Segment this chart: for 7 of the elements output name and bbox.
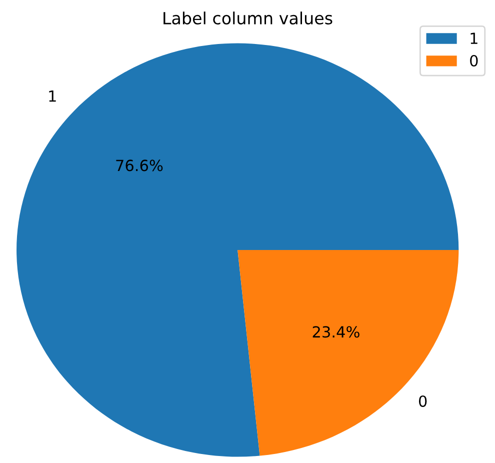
legend-label: 0 bbox=[470, 54, 478, 67]
chart-title: Label column values bbox=[164, 12, 332, 24]
data-label: 23.4% bbox=[312, 326, 360, 338]
data-label: 76.6% bbox=[116, 160, 163, 172]
slice-label: 0 bbox=[418, 395, 427, 408]
legend-label: 1 bbox=[470, 32, 478, 44]
slice-label: 1 bbox=[49, 90, 56, 102]
